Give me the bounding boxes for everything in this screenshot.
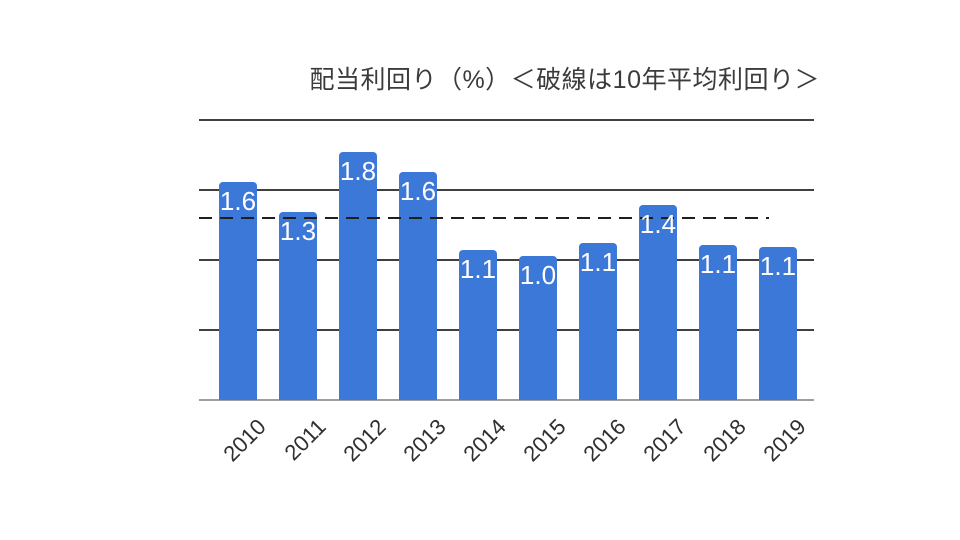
bar-value-label-2014: 1.1 xyxy=(459,254,497,285)
bar-2018 xyxy=(699,244,737,400)
x-axis-line xyxy=(199,399,814,401)
gridline xyxy=(199,189,814,191)
bar-2016 xyxy=(579,243,617,400)
gridline xyxy=(199,119,814,121)
bar-value-label-2018: 1.1 xyxy=(699,248,737,279)
bar-2013 xyxy=(399,171,437,400)
bar-2015 xyxy=(519,255,557,400)
bar-value-label-2015: 1.0 xyxy=(519,259,557,290)
bar-2019 xyxy=(759,247,797,400)
gridline xyxy=(199,259,814,261)
bar-value-label-2017: 1.4 xyxy=(639,209,677,240)
bar-2012 xyxy=(339,152,377,400)
bar-value-label-2012: 1.8 xyxy=(339,156,377,187)
bar-value-label-2013: 1.6 xyxy=(399,175,437,206)
bar-value-label-2010: 1.6 xyxy=(219,185,257,216)
bar-value-label-2019: 1.1 xyxy=(759,251,797,282)
bar-2017 xyxy=(639,205,677,400)
average-dashed-line xyxy=(199,217,769,219)
gridline xyxy=(199,329,814,331)
bar-2014 xyxy=(459,250,497,400)
bar-2011 xyxy=(279,212,317,400)
bar-value-label-2016: 1.1 xyxy=(579,247,617,278)
bar-value-label-2011: 1.3 xyxy=(279,216,317,247)
chart-title: 配当利回り（%）＜破線は10年平均利回り＞ xyxy=(309,66,820,94)
